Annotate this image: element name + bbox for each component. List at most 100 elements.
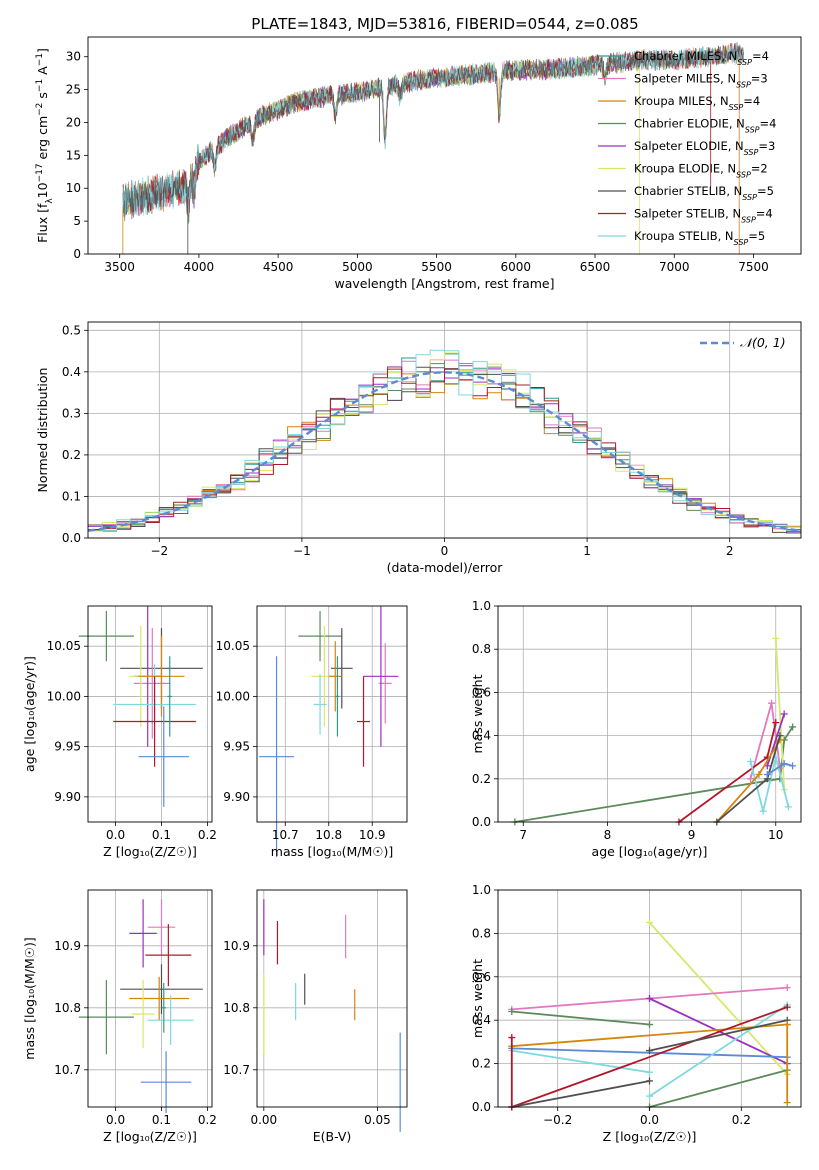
- mass-weight-point: [646, 1068, 653, 1076]
- legend-label: Salpeter STELIB, NSSP=4: [634, 207, 773, 225]
- y-axis-label-part: −2: [35, 103, 45, 116]
- mass-weight-line: [511, 1023, 788, 1048]
- mass-weight-point: [763, 770, 771, 778]
- x-tick-label: 5000: [342, 260, 373, 274]
- mass-weight-point: [759, 807, 767, 815]
- massweight-vs-Z-frame: [497, 889, 802, 1108]
- y-tick-label: 9.90: [223, 790, 250, 804]
- x-tick-label: 0.0: [106, 1113, 125, 1127]
- y-tick-label: 10.00: [216, 689, 250, 703]
- x-tick-label: 10.7: [272, 828, 299, 842]
- x-axis-label: wavelength [Angstrom, rest frame]: [334, 276, 554, 291]
- mass-weight-point: [508, 1008, 516, 1016]
- mass-weight-point: [789, 723, 797, 731]
- massweight-vs-age-ticks: 7 8 9 10 0.0 0.2 0.4 0.6 0.8 1.0: [472, 599, 783, 842]
- mass-weight-point: [783, 1099, 791, 1107]
- y-axis-label-part: −1: [35, 79, 45, 92]
- y-tick-label: 30: [66, 50, 81, 64]
- legend-sub: SSP: [734, 238, 749, 247]
- y-tick-label: 0.3: [62, 406, 81, 420]
- mass-vs-Z-marks: [78, 899, 203, 1114]
- x-axis-label: age [log₁₀(age/yr)]: [592, 844, 708, 859]
- x-tick-label: 0.00: [250, 1113, 277, 1127]
- legend-name: Salpeter MILES, N: [634, 72, 736, 86]
- age-vs-mass-ticks: 10.7 10.8 10.9 9.90 9.95 10.00 10.05: [216, 639, 386, 842]
- age-vs-Z-frame: [87, 605, 213, 823]
- mass-weight-point: [747, 758, 754, 766]
- residuals-frame: [87, 321, 802, 539]
- y-tick-label: 0.6: [472, 685, 491, 699]
- mass-weight-line: [511, 1010, 650, 1026]
- y-tick-label: 10: [66, 181, 81, 195]
- legend-n: =5: [748, 229, 765, 243]
- x-axis-label: (data-model)/error: [387, 560, 504, 575]
- x-tick-label: 0.2: [732, 1113, 751, 1127]
- y-axis-label: mass weight: [470, 674, 485, 753]
- mass-weight-point: [646, 1021, 653, 1029]
- mass-weight-point: [780, 760, 788, 768]
- normal-legend-label: 𝒩(0, 1): [740, 335, 786, 350]
- x-axis-label: E(B-V): [313, 1129, 352, 1144]
- x-tick-label: 0.0: [640, 1113, 659, 1127]
- y-tick-label: 0.4: [62, 365, 81, 379]
- y-tick-label: 10.8: [223, 1001, 250, 1015]
- y-tick-label: 10.9: [54, 939, 81, 953]
- legend-sub: SSP: [745, 125, 760, 134]
- spectrum-line: [122, 42, 744, 222]
- mass-weight-point: [772, 719, 780, 727]
- y-axis-label-part: ]: [35, 48, 50, 53]
- spectrum-marks: [122, 42, 744, 254]
- massweight-vs-age-frame: [497, 605, 802, 823]
- x-tick-label: 4000: [184, 260, 215, 274]
- mass-weight-point: [776, 732, 784, 740]
- y-tick-label: 0.5: [62, 323, 81, 337]
- legend-n: =2: [751, 162, 768, 176]
- y-tick-label: 0: [73, 247, 81, 261]
- y-axis-label-part: Flux [f: [35, 203, 50, 243]
- legend-sub: SSP: [736, 80, 751, 89]
- y-axis-label-part: λ: [45, 198, 55, 204]
- legend-label: Chabrier ELODIE, NSSP=4: [634, 117, 776, 135]
- mass-weight-line: [511, 1006, 788, 1108]
- y-tick-label: 9.95: [223, 740, 250, 754]
- y-tick-label: 0.0: [472, 1100, 491, 1114]
- x-axis-label: Z [log₁₀(Z/Z☉)]: [603, 1129, 697, 1144]
- mass-weight-point: [783, 1003, 791, 1011]
- mass-vs-Z-frame: [87, 889, 213, 1108]
- massweight-vs-Z-marks: [508, 919, 791, 1111]
- mass-weight-point: [780, 710, 788, 718]
- spectrum-ticks: 3500 4000 4500 5000 5500 6000 6500 7000 7500 0 5 10…: [66, 50, 769, 274]
- legend-name: Kroupa MILES, N: [634, 94, 729, 108]
- residuals-panel: −2 −1 0 1 2 0.0 0.1 0.2 0.3 0.4 0.5 (data-model)/er…: [35, 321, 802, 575]
- y-tick-label: 0.4: [472, 1013, 491, 1027]
- y-tick-label: 1.0: [472, 599, 491, 613]
- residuals-marks: [87, 349, 802, 534]
- y-tick-label: 5: [73, 214, 81, 228]
- x-tick-label: −0.2: [543, 1113, 572, 1127]
- x-tick-label: 0.2: [198, 1113, 217, 1127]
- legend-n: =3: [751, 72, 768, 86]
- mass-weight-line: [511, 1080, 650, 1108]
- mass-weight-point: [646, 919, 653, 927]
- legend-n: =4: [743, 94, 760, 108]
- mass-weight-line: [648, 921, 788, 1076]
- mass-weight-point: [768, 699, 776, 707]
- legend-sub: SSP: [736, 170, 751, 179]
- legend-name: Chabrier STELIB, N: [634, 184, 742, 198]
- mass-weight-point: [772, 634, 780, 642]
- x-tick-label: 0.1: [152, 1113, 171, 1127]
- x-axis-label: mass [log₁₀(M/M☉)]: [271, 844, 393, 859]
- x-tick-label: 6500: [580, 260, 611, 274]
- age-vs-mass-frame: [256, 605, 408, 823]
- mass-weight-line: [649, 1019, 788, 1052]
- x-tick-label: 7000: [659, 260, 690, 274]
- y-tick-label: 10.05: [47, 639, 81, 653]
- mass-weight-point: [646, 995, 653, 1002]
- y-tick-label: 10.9: [223, 939, 250, 953]
- y-axis-label-part: s: [35, 92, 50, 103]
- x-tick-label: 0: [441, 544, 449, 558]
- mass-weight-line: [511, 1049, 650, 1074]
- legend-name: Salpeter STELIB, N: [634, 207, 741, 221]
